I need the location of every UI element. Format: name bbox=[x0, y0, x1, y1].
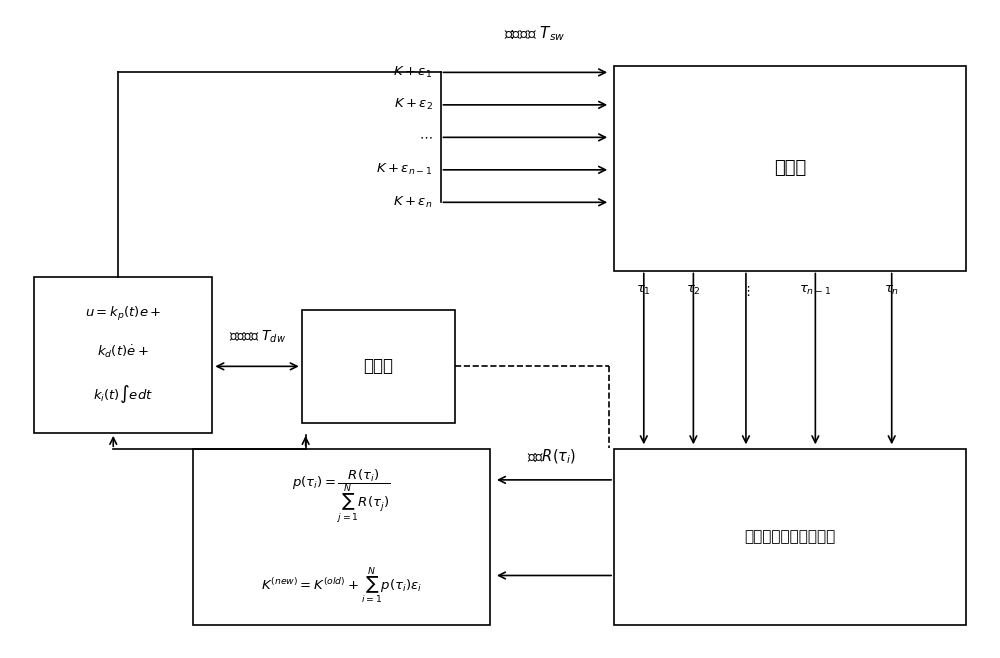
Text: $k_i(t)\int edt$: $k_i(t)\int edt$ bbox=[93, 383, 153, 405]
Text: $\cdots$: $\cdots$ bbox=[419, 131, 433, 144]
Text: 飞行器: 飞行器 bbox=[364, 357, 394, 375]
Text: 学习窗口 $T_{sw}$: 学习窗口 $T_{sw}$ bbox=[504, 24, 565, 43]
Text: $\tau_n$: $\tau_n$ bbox=[884, 284, 899, 297]
Text: 动态窗口 $T_{dw}$: 动态窗口 $T_{dw}$ bbox=[229, 329, 286, 345]
Text: $\tau_{n-1}$: $\tau_{n-1}$ bbox=[799, 284, 831, 297]
Text: $\vdots$: $\vdots$ bbox=[741, 284, 751, 297]
Text: $K+\varepsilon_1$: $K+\varepsilon_1$ bbox=[393, 65, 433, 80]
Text: $K+\varepsilon_{n-1}$: $K+\varepsilon_{n-1}$ bbox=[376, 163, 433, 178]
Text: 飞行器: 飞行器 bbox=[774, 159, 806, 177]
FancyBboxPatch shape bbox=[302, 309, 455, 423]
Text: $\tau_1$: $\tau_1$ bbox=[636, 284, 651, 297]
Text: $p(\tau_i)=\dfrac{R(\tau_i)}{\sum_{j=1}^{N}R(\tau_j)}$: $p(\tau_i)=\dfrac{R(\tau_i)}{\sum_{j=1}^… bbox=[292, 468, 390, 525]
Text: $u=k_p(t)e+$: $u=k_p(t)e+$ bbox=[85, 305, 161, 324]
Text: 计算每条轨迹回报函数: 计算每条轨迹回报函数 bbox=[744, 530, 836, 544]
Text: $\tau_2$: $\tau_2$ bbox=[686, 284, 701, 297]
FancyBboxPatch shape bbox=[34, 277, 212, 433]
FancyBboxPatch shape bbox=[614, 66, 966, 270]
FancyBboxPatch shape bbox=[614, 449, 966, 624]
Text: $k_d(t)\dot{e}+$: $k_d(t)\dot{e}+$ bbox=[97, 343, 149, 360]
FancyBboxPatch shape bbox=[193, 449, 490, 624]
Text: $K+\varepsilon_n$: $K+\varepsilon_n$ bbox=[393, 195, 433, 210]
Text: $K+\varepsilon_2$: $K+\varepsilon_2$ bbox=[394, 97, 433, 113]
Text: $K^{(new)}=K^{(old)}+\sum_{i=1}^{N}p(\tau_i)\varepsilon_i$: $K^{(new)}=K^{(old)}+\sum_{i=1}^{N}p(\ta… bbox=[261, 566, 422, 606]
Text: 计算$R(\tau_i)$: 计算$R(\tau_i)$ bbox=[527, 448, 577, 467]
